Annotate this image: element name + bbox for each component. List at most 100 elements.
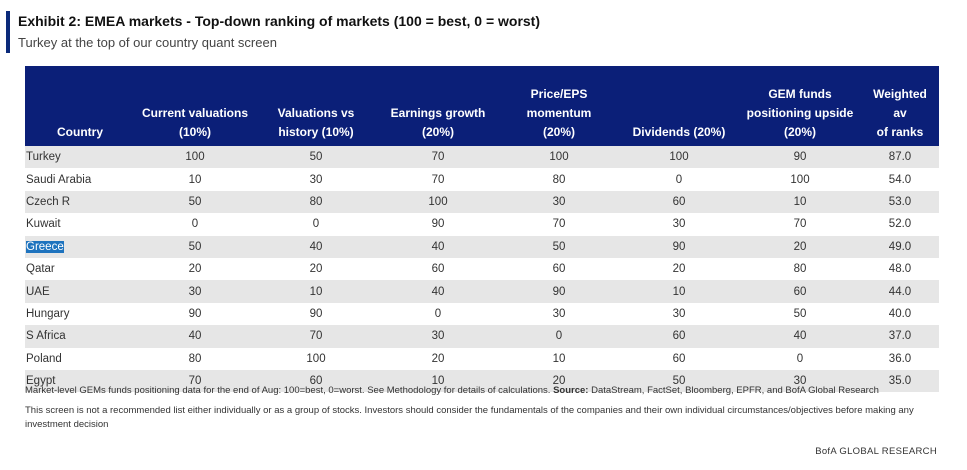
- score-cell: 10: [739, 190, 861, 214]
- column-header-line: Current valuations: [141, 106, 249, 120]
- score-cell: 70: [255, 325, 377, 348]
- score-cell: 100: [377, 190, 499, 214]
- score-cell: 60: [739, 280, 861, 303]
- column-header-line: of ranks: [876, 125, 924, 139]
- score-cell: 54.0: [861, 168, 939, 191]
- score-cell: 60: [499, 257, 619, 281]
- column-header-line: Valuations vs: [277, 106, 355, 120]
- country-cell: Hungary: [25, 302, 135, 326]
- table-header: Country Current valuations (10%) Valuatio…: [25, 66, 939, 146]
- score-cell: 53.0: [861, 190, 939, 214]
- table-row: Czech R 50 80 100 30 60 10 53.0: [25, 190, 939, 214]
- column-header-line: [865, 66, 935, 85]
- country-cell: Qatar: [25, 257, 135, 281]
- score-cell: 30: [619, 213, 739, 236]
- score-cell: 30: [377, 325, 499, 348]
- score-cell: 0: [255, 213, 377, 236]
- score-cell: 50: [739, 302, 861, 326]
- country-name: Czech R: [26, 195, 71, 208]
- table-row: S Africa 40 70 30 0 60 40 37.0: [25, 325, 939, 348]
- column-header: Price/EPS momentum (20%): [499, 66, 619, 146]
- column-header: GEM funds positioning upside (20%): [739, 66, 861, 146]
- score-cell: 40: [255, 235, 377, 258]
- column-header: Current valuations (10%): [135, 66, 255, 146]
- column-header-line: Dividends (20%): [632, 125, 726, 139]
- column-header-line: (10%): [178, 125, 211, 139]
- table-row: UAE 30 10 40 90 10 60 44.0: [25, 280, 939, 303]
- column-header: Weighted av of ranks: [861, 66, 939, 146]
- score-cell: 60: [619, 190, 739, 214]
- column-header-line: positioning upside: [746, 106, 854, 120]
- column-header-line: momentum: [526, 106, 592, 120]
- score-cell: 48.0: [861, 257, 939, 281]
- score-cell: 80: [135, 347, 255, 370]
- column-header-line: [29, 85, 131, 104]
- column-header-line: (20%): [421, 125, 454, 139]
- score-cell: 10: [135, 168, 255, 191]
- score-cell: 60: [255, 369, 377, 393]
- score-cell: 30: [499, 302, 619, 326]
- country-cell: Saudi Arabia: [25, 168, 135, 191]
- score-cell: 10: [377, 369, 499, 393]
- column-header: Valuations vs history (10%): [255, 66, 377, 146]
- score-cell: 50: [135, 190, 255, 214]
- source-text: DataStream, FactSet, Bloomberg, EPFR, an…: [591, 385, 879, 396]
- score-cell: 36.0: [861, 347, 939, 370]
- table-row: Kuwait 0 0 90 70 30 70 52.0: [25, 213, 939, 236]
- column-header-line: [381, 85, 495, 104]
- country-name: Saudi Arabia: [26, 173, 92, 186]
- score-cell: 40: [739, 325, 861, 348]
- score-cell: 100: [255, 347, 377, 370]
- brand-label: BofA GLOBAL RESEARCH: [815, 446, 937, 457]
- country-name: Egypt: [26, 375, 56, 388]
- column-header-country: Country: [25, 66, 135, 146]
- score-cell: 35.0: [861, 369, 939, 393]
- score-cell: 20: [377, 347, 499, 370]
- score-cell: 44.0: [861, 280, 939, 303]
- column-header: Dividends (20%): [619, 66, 739, 146]
- score-cell: 90: [619, 235, 739, 258]
- score-cell: 20: [255, 257, 377, 281]
- table-row: Turkey 100 50 70 100 100 90 87.0: [25, 146, 939, 169]
- column-header-line: GEM funds: [768, 87, 832, 101]
- country-cell: Kuwait: [25, 213, 135, 236]
- country-name: S Africa: [26, 330, 66, 343]
- table-row: Greece 50 40 40 50 90 20 49.0: [25, 235, 939, 258]
- exhibit-title: Exhibit 2: EMEA markets - Top-down ranki…: [18, 13, 541, 29]
- title-accent-bar: [6, 11, 10, 53]
- score-cell: 90: [135, 302, 255, 326]
- country-name: Hungary: [26, 307, 70, 320]
- score-cell: 30: [255, 168, 377, 191]
- country-cell: Greece: [25, 235, 135, 258]
- score-cell: 70: [135, 369, 255, 393]
- score-cell: 50: [135, 235, 255, 258]
- column-header: Earnings growth (20%): [377, 66, 499, 146]
- score-cell: 37.0: [861, 325, 939, 348]
- country-cell: Turkey: [25, 146, 135, 169]
- country-name: UAE: [26, 285, 50, 298]
- column-header-line: Earnings growth: [390, 106, 486, 120]
- country-name: Greece: [26, 240, 64, 253]
- score-cell: 90: [499, 280, 619, 303]
- country-cell: Egypt: [25, 369, 135, 393]
- score-cell: 40: [377, 280, 499, 303]
- score-cell: 20: [739, 235, 861, 258]
- score-cell: 100: [135, 146, 255, 169]
- score-cell: 49.0: [861, 235, 939, 258]
- score-cell: 30: [499, 190, 619, 214]
- country-cell: Czech R: [25, 190, 135, 214]
- score-cell: 0: [619, 168, 739, 191]
- country-name: Turkey: [26, 151, 61, 164]
- column-header-line: [29, 104, 131, 123]
- score-cell: 70: [377, 146, 499, 169]
- score-cell: 0: [135, 213, 255, 236]
- table-body: Turkey 100 50 70 100 100 90 87.0 Saudi Arabia 10 3…: [25, 146, 939, 393]
- table-row: Saudi Arabia 10 30 70 80 0 100 54.0: [25, 168, 939, 191]
- source-label: Source:: [553, 385, 589, 396]
- score-cell: 50: [255, 146, 377, 169]
- score-cell: 0: [499, 325, 619, 348]
- country-cell: S Africa: [25, 325, 135, 348]
- country-cell: Poland: [25, 347, 135, 370]
- ranking-table: Country Current valuations (10%) Valuatio…: [25, 66, 939, 393]
- score-cell: 30: [135, 280, 255, 303]
